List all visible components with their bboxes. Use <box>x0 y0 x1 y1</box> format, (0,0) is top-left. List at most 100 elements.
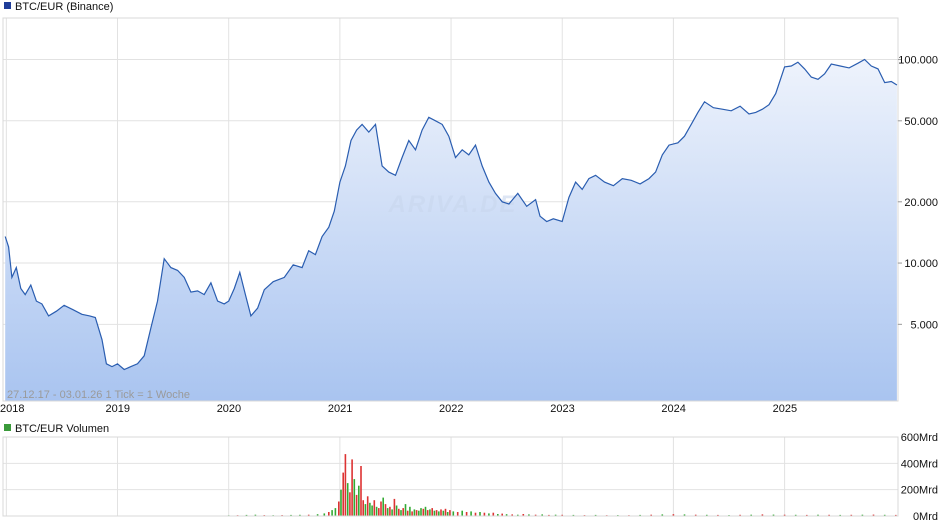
volume-bar <box>366 496 369 517</box>
volume-bar <box>344 454 347 516</box>
volume-bar <box>364 504 367 516</box>
volume-bar <box>483 512 486 516</box>
volume-legend-label: BTC/EUR Volumen <box>15 423 109 435</box>
volume-bar <box>378 508 380 516</box>
volume-bar <box>861 514 864 516</box>
volume-bar <box>418 510 420 516</box>
volume-bar <box>517 514 519 516</box>
volume-bar <box>389 506 391 516</box>
volume-bar <box>411 511 413 516</box>
range-info: 27.12.17 - 03.01.26 1 Tick = 1 Woche <box>7 389 190 401</box>
volume-bar <box>351 459 353 516</box>
volume-bar <box>572 514 575 516</box>
y-tick-label: 10.000 <box>904 258 938 270</box>
main-y-axis: 5.000 10.000 20.000 50.000 100.000 <box>898 55 938 331</box>
volume-bar <box>393 498 396 516</box>
x-tick-label: 2023 <box>550 403 574 415</box>
volume-bar <box>470 511 472 516</box>
volume-y-tick-label: 200Mrd <box>901 485 938 497</box>
volume-bar <box>672 514 675 516</box>
volume-bar <box>706 514 708 516</box>
volume-bar <box>406 510 409 516</box>
volume-bar <box>424 506 427 516</box>
volume-bar <box>254 514 257 516</box>
volume-bar <box>452 511 455 516</box>
volume-bar <box>323 513 326 516</box>
volume-bar <box>548 514 550 516</box>
volume-bar <box>346 483 349 516</box>
volume-grid <box>3 436 898 517</box>
volume-bar <box>497 514 499 516</box>
volume-bar <box>391 509 393 516</box>
volume-bar <box>358 485 360 516</box>
volume-bar <box>375 506 378 516</box>
volume-bar <box>522 514 525 516</box>
volume-bar <box>883 514 886 516</box>
volume-bar <box>806 514 808 516</box>
volume-bar <box>438 511 440 516</box>
volume-legend-swatch <box>4 424 11 431</box>
volume-bar <box>750 514 752 516</box>
volume-bar <box>661 514 664 516</box>
volume-bar <box>316 514 319 516</box>
volume-bar <box>382 497 384 516</box>
main-legend-swatch <box>4 2 11 9</box>
volume-bar <box>739 514 741 516</box>
volume-bar <box>290 514 292 516</box>
volume-bar <box>373 500 376 516</box>
volume-y-axis: 0Mrd 200Mrd 400Mrd 600Mrd <box>901 432 938 523</box>
volume-bar <box>694 514 697 516</box>
price-line <box>4 58 898 371</box>
x-tick-label: 2021 <box>328 403 352 415</box>
x-tick-label: 2024 <box>661 403 685 415</box>
volume-bar <box>461 510 463 516</box>
volume-bar <box>413 509 416 516</box>
y-tick-label: 100.000 <box>898 55 938 67</box>
volume-bar <box>465 512 468 516</box>
volume-bar <box>402 508 404 516</box>
volume-bar <box>371 505 373 516</box>
volume-bar <box>488 513 490 516</box>
volume-bar <box>479 512 481 516</box>
volume-bar <box>395 505 398 516</box>
volume-plot-frame <box>2 436 899 517</box>
volume-bar <box>384 504 387 516</box>
volume-bar <box>431 508 433 516</box>
volume-bar <box>717 514 719 516</box>
volume-bar <box>501 513 503 516</box>
volume-bar <box>650 514 652 516</box>
volume-bar <box>340 489 342 516</box>
volume-bar <box>839 514 841 516</box>
volume-bar <box>444 508 447 516</box>
volume-bar <box>492 512 495 516</box>
volume-bar <box>360 466 362 516</box>
volume-bar <box>683 514 686 516</box>
volume-bar <box>404 504 407 516</box>
volume-bar <box>639 514 641 516</box>
price-area-fill <box>5 59 897 401</box>
volume-bar <box>353 479 356 516</box>
volume-bar <box>872 514 875 516</box>
volume-bar <box>511 514 513 516</box>
volume-bar <box>422 508 425 516</box>
volume-bar <box>349 492 351 516</box>
volume-bar <box>400 510 402 516</box>
volume-bar <box>895 514 897 516</box>
volume-bar <box>541 514 543 516</box>
volume-bar <box>442 510 445 516</box>
volume-bar <box>561 514 563 516</box>
volume-bar <box>426 510 429 516</box>
volume-bar <box>440 509 442 516</box>
volume-bar <box>415 510 418 516</box>
y-tick-label: 50.000 <box>904 116 938 128</box>
volume-bar <box>433 510 436 516</box>
volume-bars <box>227 454 897 517</box>
volume-bar <box>761 514 764 516</box>
volume-bar <box>446 512 449 516</box>
x-tick-label: 2019 <box>106 403 130 415</box>
volume-bar <box>794 514 797 516</box>
main-legend-label: BTC/EUR (Binance) <box>15 1 113 13</box>
volume-bar <box>380 501 382 516</box>
volume-bar <box>474 512 477 516</box>
